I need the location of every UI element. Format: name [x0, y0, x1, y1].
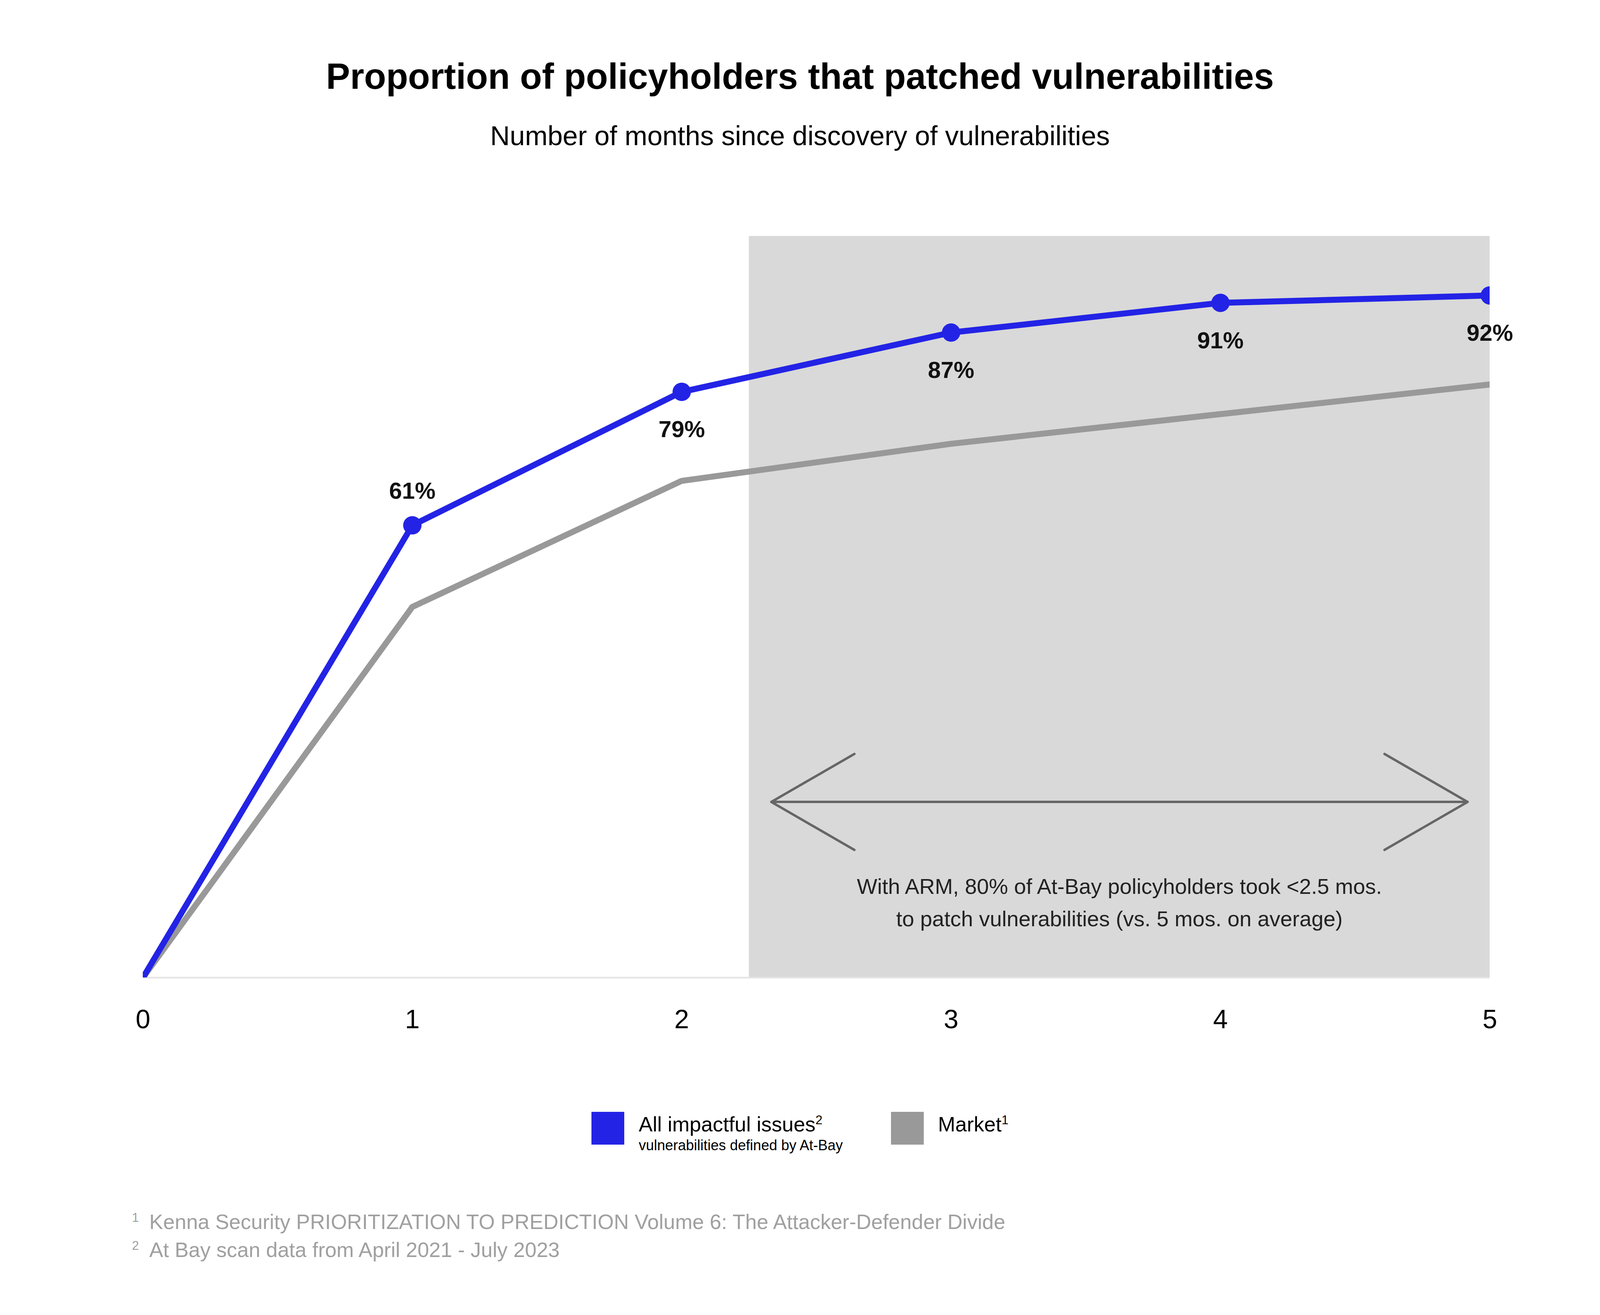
- html-text:All impactful issues2: All impactful issues2: [638, 1112, 823, 1136]
- svg-text:87%: 87%: [927, 356, 975, 383]
- html-text:vulnerabilities defined by At-: vulnerabilities defined by At-Bay: [638, 1137, 843, 1154]
- svg-text:0: 0: [135, 1004, 151, 1034]
- svg-text:4: 4: [1213, 1004, 1229, 1034]
- svg-text:1: 1: [405, 1004, 420, 1034]
- svg-text:With ARM, 80% of At-Bay policy: With ARM, 80% of At-Bay policyholders to…: [856, 874, 1383, 931]
- html-text:1Kenna Security PRIORITIZATION: 1Kenna Security PRIORITIZATION TO PREDIC…: [131, 1210, 1006, 1234]
- svg-text:92%: 92%: [1466, 319, 1513, 346]
- html-text:Proportion of policyholders th: Proportion of policyholders that patched…: [326, 56, 1274, 97]
- html-text:Market1: Market1: [937, 1112, 1009, 1136]
- svg-text:91%: 91%: [1197, 327, 1244, 354]
- svg-text:2: 2: [674, 1004, 690, 1034]
- svg-text:3: 3: [943, 1004, 959, 1034]
- html-text:Number of months since discove: Number of months since discovery of vuln…: [490, 120, 1110, 151]
- svg-text:79%: 79%: [658, 415, 706, 442]
- svg-text:61%: 61%: [389, 477, 436, 504]
- html-text:2At Bay scan data from April 2: 2At Bay scan data from April 2021 - July…: [131, 1238, 560, 1262]
- svg-text:5: 5: [1482, 1004, 1498, 1034]
